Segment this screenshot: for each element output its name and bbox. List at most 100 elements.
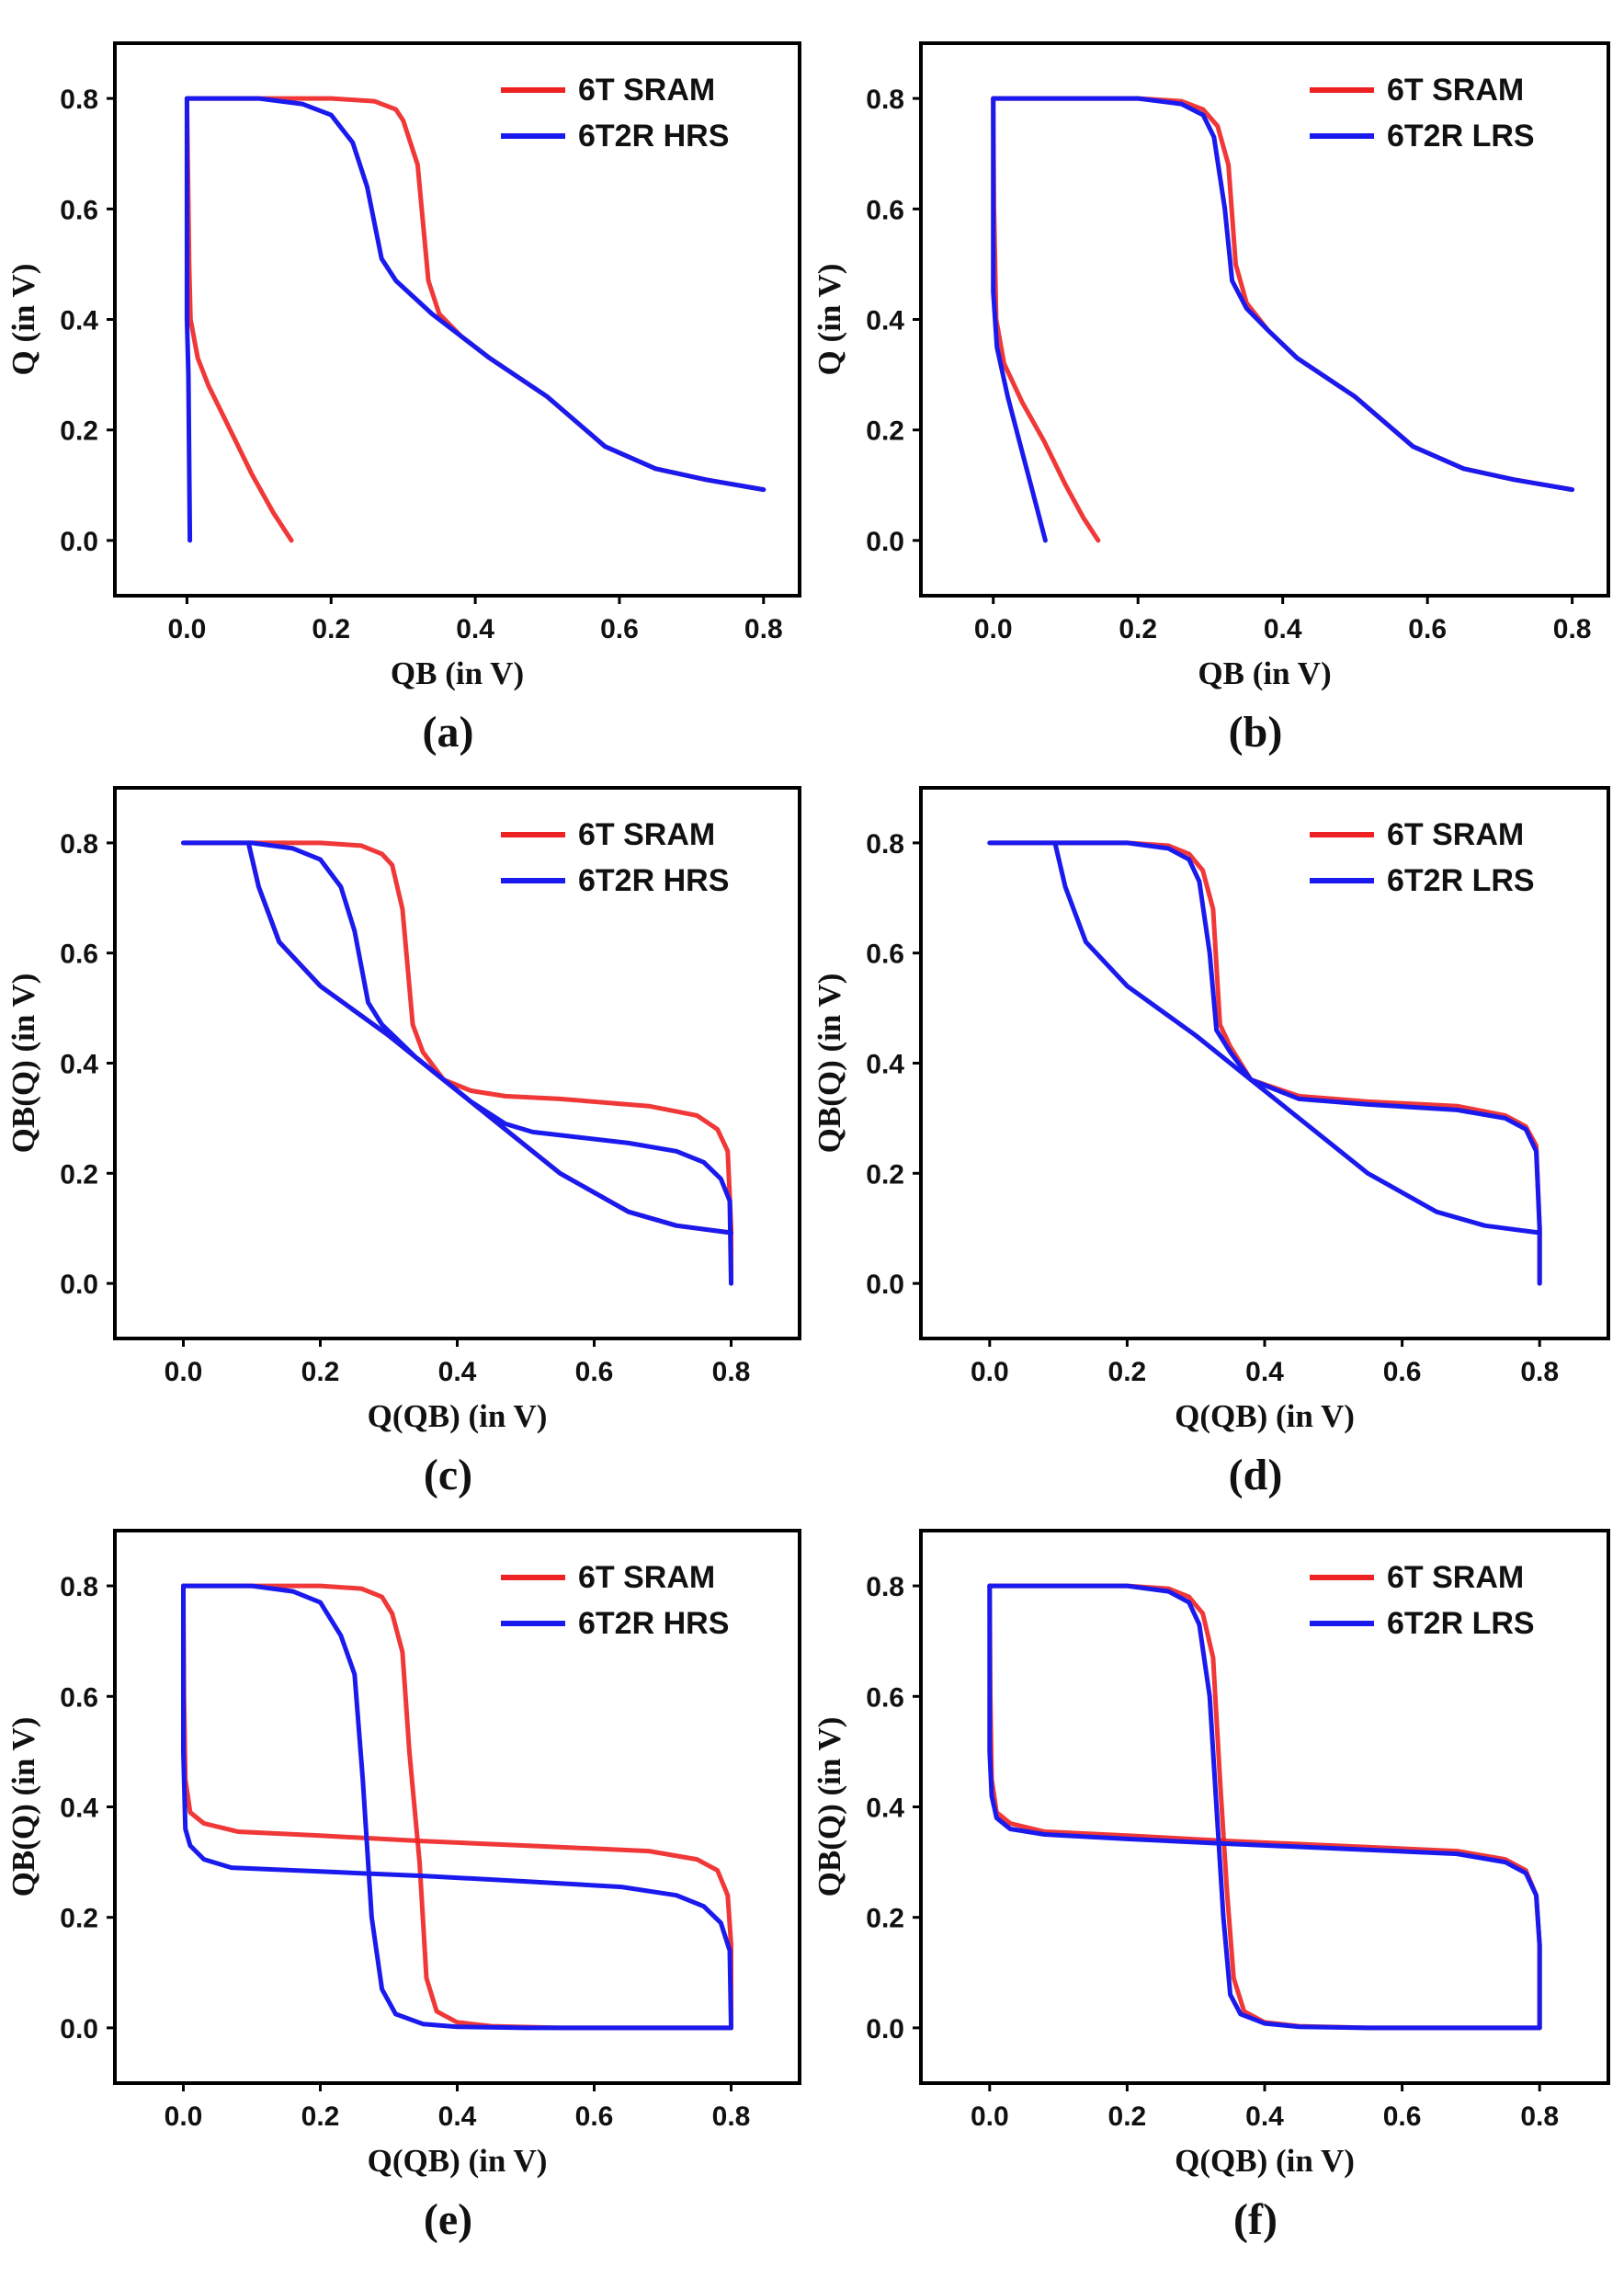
legend-label: 6T2R HRS [578, 119, 729, 154]
series-line-6t-sram [181, 1583, 733, 2031]
x-tick-label: 0.2 [1108, 1357, 1147, 1387]
series-line-6t2r-hrs [181, 1583, 733, 2031]
x-tick-label: 0.8 [712, 1357, 751, 1387]
y-tick-label: 0.4 [866, 1050, 904, 1080]
x-tick-label: 0.4 [438, 1357, 477, 1387]
y-tick-label: 0.4 [866, 1794, 904, 1824]
y-tick-label: 0.0 [866, 527, 904, 557]
panel-label: (c) [424, 1451, 472, 1499]
panel-label: (f) [1233, 2195, 1278, 2244]
legend-label: 6T SRAM [1387, 73, 1524, 108]
series-line-6t2r-hrs [245, 840, 733, 1236]
y-tick-label: 0.8 [60, 829, 98, 860]
x-tick-label: 0.2 [301, 2101, 340, 2132]
y-tick-label: 0.8 [866, 85, 904, 115]
x-tick-label: 0.0 [974, 614, 1013, 644]
x-tick-label: 0.0 [165, 2101, 203, 2132]
series-line-6t2r-hrs [184, 96, 767, 493]
series-line-6t2r-hrs [181, 1583, 733, 2031]
series-line-6t2r-lrs [987, 1583, 1542, 2031]
y-tick-label: 0.4 [60, 306, 98, 336]
x-tick-label: 0.0 [165, 1357, 203, 1387]
x-tick-label: 0.6 [1408, 614, 1447, 644]
x-tick-label: 0.8 [1520, 2101, 1559, 2132]
series-line-6t-sram [991, 96, 1575, 493]
y-tick-label: 0.0 [866, 2014, 904, 2045]
series-line-6t2r-lrs [987, 1583, 1542, 2031]
x-tick-label: 0.0 [168, 614, 207, 644]
y-tick-label: 0.2 [866, 416, 904, 447]
y-tick-label: 0.2 [866, 1904, 904, 1934]
legend-label: 6T2R LRS [1387, 119, 1535, 154]
x-axis-label: QB (in V) [391, 655, 524, 691]
series-line-6t-sram [245, 840, 733, 1236]
x-tick-label: 0.8 [744, 614, 783, 644]
chart-panel-1: 0.0 0.2 0.4 0.6 0.8 0.0 0.2 0.4 0.6 0.8 QB (in V) Q… [6, 41, 801, 757]
y-tick-label: 0.6 [866, 1682, 904, 1713]
y-axis-label: Q (in V) [6, 264, 41, 376]
y-axis-label: QB(Q) (in V) [812, 1717, 847, 1897]
y-tick-label: 0.8 [866, 829, 904, 860]
series-group [987, 1583, 1542, 2031]
chart-panel-2: 0.0 0.2 0.4 0.6 0.8 0.0 0.2 0.4 0.6 0.8 QB (in V) Q… [812, 41, 1610, 757]
series-line-6t-sram [987, 1583, 1542, 2031]
chart-panel-5: 0.0 0.2 0.4 0.6 0.8 0.0 0.2 0.4 0.6 0.8 Q(QB) (in … [6, 1529, 801, 2244]
y-tick-label: 0.4 [60, 1794, 98, 1824]
legend-label: 6T SRAM [578, 1560, 715, 1595]
y-tick-label: 0.6 [60, 940, 98, 970]
legend-label: 6T SRAM [578, 73, 715, 108]
series-line-6t2r-lrs [1052, 840, 1542, 1236]
y-tick-label: 0.8 [866, 1572, 904, 1602]
x-tick-label: 0.8 [712, 2101, 751, 2132]
series-line-6t-sram [991, 96, 1101, 543]
x-tick-label: 0.6 [575, 2101, 614, 2132]
y-tick-label: 0.2 [60, 1904, 98, 1934]
panel-label: (d) [1229, 1451, 1283, 1499]
legend-label: 6T SRAM [1387, 1560, 1524, 1595]
y-tick-label: 0.0 [866, 1270, 904, 1300]
series-line-6t-sram [987, 1583, 1542, 2031]
y-tick-label: 0.8 [60, 85, 98, 115]
y-axis-label: QB(Q) (in V) [6, 974, 41, 1154]
x-tick-label: 0.8 [1553, 614, 1592, 644]
x-tick-label: 0.6 [1383, 1357, 1422, 1387]
x-axis-label: Q(QB) (in V) [1175, 2143, 1355, 2179]
series-group [991, 96, 1575, 543]
series-line-6t-sram [181, 1583, 733, 2031]
x-axis-label: Q(QB) (in V) [368, 1398, 548, 1434]
x-tick-label: 0.4 [1245, 2101, 1284, 2132]
x-tick-label: 0.4 [438, 2101, 477, 2132]
x-tick-label: 0.4 [1264, 614, 1302, 644]
y-tick-label: 0.2 [60, 416, 98, 447]
x-axis-label: Q(QB) (in V) [368, 2143, 548, 2179]
chart-panel-6: 0.0 0.2 0.4 0.6 0.8 0.0 0.2 0.4 0.6 0.8 Q(QB) (in … [812, 1529, 1610, 2244]
chart-panel-3: 0.0 0.2 0.4 0.6 0.8 0.0 0.2 0.4 0.6 0.8 Q(QB) (in … [6, 786, 801, 1499]
series-line-6t2r-hrs [184, 96, 193, 543]
y-tick-label: 0.2 [866, 1159, 904, 1190]
series-line-6t2r-lrs [991, 96, 1575, 493]
x-tick-label: 0.2 [1108, 2101, 1147, 2132]
series-group [987, 840, 1542, 1286]
y-tick-label: 0.6 [866, 195, 904, 225]
y-tick-label: 0.0 [60, 2014, 98, 2045]
y-tick-label: 0.0 [60, 1270, 98, 1300]
series-line-6t-sram [184, 96, 294, 543]
legend-label: 6T SRAM [578, 817, 715, 852]
legend-label: 6T2R HRS [578, 863, 729, 898]
x-tick-label: 0.2 [312, 614, 350, 644]
legend-label: 6T2R HRS [578, 1606, 729, 1641]
y-axis-label: QB(Q) (in V) [6, 1717, 41, 1897]
series-group [181, 1583, 733, 2031]
legend-label: 6T2R LRS [1387, 863, 1535, 898]
panel-label: (e) [424, 2195, 472, 2244]
legend-label: 6T SRAM [1387, 817, 1524, 852]
y-axis-label: QB(Q) (in V) [812, 974, 847, 1154]
chart-panel-4: 0.0 0.2 0.4 0.6 0.8 0.0 0.2 0.4 0.6 0.8 Q(QB) (in … [812, 786, 1610, 1499]
series-group [181, 840, 733, 1286]
x-tick-label: 0.6 [600, 614, 639, 644]
x-tick-label: 0.2 [1119, 614, 1157, 644]
x-axis-label: QB (in V) [1198, 655, 1331, 691]
panel-label: (b) [1229, 708, 1283, 757]
x-tick-label: 0.6 [1383, 2101, 1422, 2132]
